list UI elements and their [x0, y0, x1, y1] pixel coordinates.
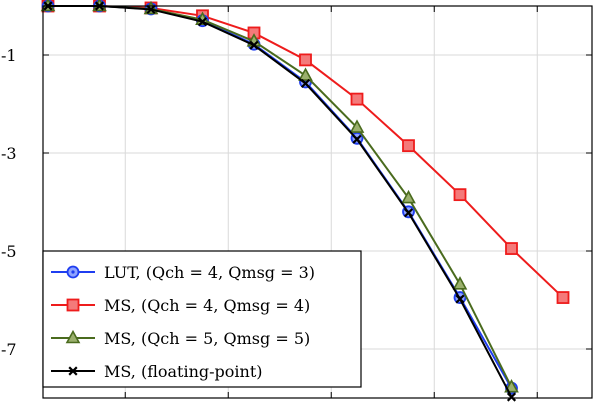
- series-3-point-2-b: [146, 4, 156, 15]
- legend-marker-2: [65, 329, 81, 344]
- series-3-point-5-b: [300, 78, 311, 88]
- legend-marker-1: [66, 298, 80, 312]
- series-1-point-6: [350, 92, 364, 106]
- y-tick-label-1: -3: [1, 144, 17, 163]
- legend-label-3: MS, (floating-point): [104, 362, 263, 381]
- series-3-point-7: [403, 208, 414, 218]
- legend-box: [42, 250, 362, 388]
- legend-label-0: LUT, (Qch = 4, Qmsg = 3): [104, 263, 315, 282]
- legend-entry-0: LUT, (Qch = 4, Qmsg = 3): [51, 263, 315, 282]
- legend-entry-3: MS, (floating-point): [51, 362, 263, 381]
- series-1-point-10: [556, 291, 570, 304]
- series-1-point-5: [299, 53, 312, 67]
- series-2-point-5: [298, 67, 313, 81]
- legend-entry-2: MS, (Qch = 5, Qmsg = 5): [51, 329, 310, 348]
- series-1-point-8: [453, 188, 467, 202]
- series-1-point-7: [402, 139, 415, 153]
- y-tick-label-3: -7: [1, 340, 17, 359]
- y-tick-label-2: -5: [1, 242, 17, 261]
- legend-label-2: MS, (Qch = 5, Qmsg = 5): [104, 329, 310, 348]
- series-3-point-8-b: [455, 294, 465, 304]
- legend-marker-0: [66, 265, 80, 279]
- series-3-point-8: [455, 294, 465, 304]
- series-2-point-7: [401, 189, 416, 204]
- series-3-point-6: [352, 134, 362, 144]
- series-3-point-4-b: [249, 40, 259, 50]
- y-tick-label-0: -1: [1, 46, 17, 65]
- series-1-point-9: [505, 242, 518, 255]
- series-3-point-9-b: [506, 392, 517, 402]
- legend-marker-3-b: [68, 366, 78, 376]
- legend-marker-0-dot: [71, 270, 75, 274]
- series-2-point-9: [504, 379, 519, 393]
- series-3-point-6-b: [352, 134, 362, 144]
- series-3-point-3: [197, 17, 208, 27]
- series-2-point-8: [452, 276, 468, 290]
- series-3-point-9: [506, 392, 517, 402]
- legend-label-1: MS, (Qch = 4, Qmsg = 4): [104, 296, 310, 315]
- plot-frame: [42, 5, 593, 399]
- series-3-point-3-b: [197, 17, 208, 27]
- legend-entry-1: MS, (Qch = 4, Qmsg = 4): [51, 296, 310, 315]
- series-3-point-5: [300, 78, 311, 88]
- legend-marker-3: [68, 366, 78, 376]
- series-3-point-2: [146, 4, 156, 15]
- legend: LUT, (Qch = 4, Qmsg = 3) MS, (Qch = 4, Qm…: [42, 250, 362, 388]
- series-3-point-4: [249, 40, 259, 50]
- legend-entries: LUT, (Qch = 4, Qmsg = 3) MS, (Qch = 4, Qm…: [51, 263, 315, 381]
- y-axis-ticks: -1 -3 -5 -7: [1, 6, 592, 398]
- series-3-point-7-b: [403, 208, 414, 218]
- series-2-point-6: [349, 119, 365, 133]
